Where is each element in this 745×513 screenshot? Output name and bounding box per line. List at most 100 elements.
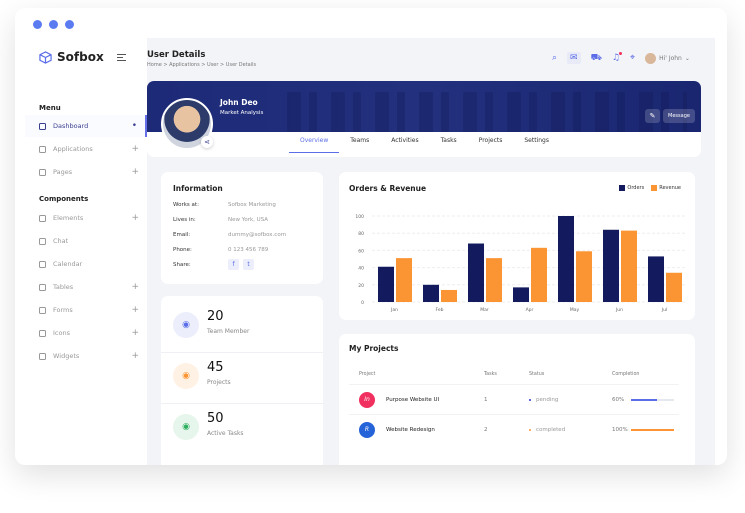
profile-role: Market Analysis: [220, 110, 264, 116]
table-row[interactable]: R Website Redesign 2 completed 100%: [349, 414, 679, 444]
breadcrumb[interactable]: Home > Applications > User > User Detail…: [147, 62, 257, 68]
cart-icon[interactable]: ⛟: [590, 52, 602, 63]
progress-fill: [631, 429, 674, 431]
y-tick-label: 60: [358, 248, 364, 254]
sidebar-item-icons[interactable]: Icons +: [25, 322, 147, 344]
tab-activities[interactable]: Activities: [391, 137, 419, 144]
user-menu[interactable]: Hi' John ⌄: [645, 52, 690, 64]
info-label: Lives in:: [173, 217, 196, 223]
information-title: Information: [173, 184, 223, 193]
share-twitter-button[interactable]: t: [243, 259, 254, 270]
sidebar-item-elements[interactable]: Elements +: [25, 207, 147, 229]
legend-item: Revenue: [651, 185, 681, 191]
brand-name: Sofbox: [57, 50, 104, 64]
page-title: User Details: [147, 50, 206, 60]
active-dot-icon: •: [131, 121, 137, 131]
projects-title: My Projects: [349, 344, 399, 353]
completion-value: 100%: [612, 427, 628, 433]
cube-logo-icon: [39, 50, 52, 64]
x-tick-label: May: [570, 307, 580, 313]
bar-revenue-apr: [531, 247, 547, 302]
project-icon: In: [359, 392, 375, 408]
avatar: [645, 52, 657, 64]
x-tick-label: Jun: [615, 307, 623, 313]
share-facebook-button[interactable]: f: [228, 259, 239, 270]
sidebar-item-dashboard[interactable]: Dashboard •: [25, 115, 147, 137]
x-tick-label: Apr: [526, 307, 534, 313]
profile-cover: [147, 81, 701, 132]
project-tasks: 2: [484, 427, 488, 433]
bar-orders-may: [558, 216, 574, 302]
sidebar-item-label: Elements: [53, 214, 84, 222]
stat-icon: ◉: [173, 414, 199, 440]
window-dot: [49, 20, 58, 29]
x-tick-label: Jan: [390, 307, 398, 313]
sidebar-item-label: Calendar: [53, 260, 83, 268]
project-name: Purpose Website UI: [386, 397, 440, 403]
message-button[interactable]: Message: [663, 109, 695, 123]
sidebar-item-calendar[interactable]: Calendar: [25, 253, 147, 275]
tab-teams[interactable]: Teams: [350, 137, 370, 144]
sidebar-item-applications[interactable]: Applications +: [25, 138, 147, 160]
column-header: Completion: [612, 372, 640, 377]
sidebar-item-chat[interactable]: Chat: [25, 230, 147, 252]
stat-value: 20: [207, 309, 224, 324]
expand-plus-icon: +: [131, 167, 139, 177]
profile-name: John Deo: [220, 98, 258, 107]
mail-icon[interactable]: ✉: [567, 52, 581, 64]
sidebar-item-forms[interactable]: Forms +: [25, 299, 147, 321]
stat-label: Projects: [207, 379, 231, 386]
column-header: Status: [529, 372, 545, 377]
brand-logo[interactable]: Sofbox: [39, 50, 104, 64]
sidebar-item-tables[interactable]: Tables +: [25, 276, 147, 298]
information-card: Information Works at: Sofbox Marketing Liv…: [161, 172, 323, 284]
x-tick-label: Feb: [436, 307, 444, 313]
sidebar-item-label: Dashboard: [53, 122, 89, 130]
progress-bar: [631, 429, 674, 431]
expand-plus-icon: +: [131, 213, 139, 223]
sidebar-item-label: Chat: [53, 237, 69, 245]
share-label: Share:: [173, 262, 191, 268]
tab-projects[interactable]: Projects: [478, 137, 503, 144]
sidebar-item-pages[interactable]: Pages +: [25, 161, 147, 183]
edit-button[interactable]: ✎: [645, 109, 660, 123]
bar-orders-jul: [648, 256, 664, 302]
stat-value: 45: [207, 360, 224, 375]
my-projects-card: My Projects Project Tasks Status Completion…: [339, 334, 695, 465]
tab-tasks[interactable]: Tasks: [440, 137, 457, 144]
info-value: Sofbox Marketing: [228, 202, 276, 208]
orders-revenue-card: Orders & Revenue Orders Revenue 0 20 40 60 80…: [339, 172, 695, 320]
tab-overview[interactable]: Overview: [289, 137, 340, 153]
status-badge: completed: [536, 427, 566, 433]
progress-bar: [631, 399, 674, 401]
hamburger-menu-icon[interactable]: [117, 54, 126, 61]
twitter-icon: t: [247, 261, 250, 268]
progress-fill: [631, 399, 657, 401]
x-tick-label: Mar: [480, 307, 489, 313]
bell-icon[interactable]: ♫: [611, 52, 622, 63]
tab-settings[interactable]: Settings: [524, 137, 549, 144]
stats-card: ◉ 20 Team Member ◉ 45 Projects ◉ 50 Active Tasks: [161, 296, 323, 465]
completion-value: 60%: [612, 397, 625, 403]
y-tick-label: 100: [355, 214, 364, 220]
table-row[interactable]: In Purpose Website UI 1 pending 60%: [349, 384, 679, 414]
expand-plus-icon: +: [131, 144, 139, 154]
bar-revenue-may: [576, 251, 592, 302]
search-icon[interactable]: ⌕: [552, 53, 558, 63]
legend-label: Revenue: [659, 185, 681, 191]
sidebar-item-label: Widgets: [53, 352, 80, 360]
share-profile-button[interactable]: ⋖: [201, 136, 213, 148]
crosshair-icon[interactable]: ⌖: [630, 53, 636, 63]
elements-icon: [39, 214, 46, 222]
stat-item: ◉ 20 Team Member: [161, 302, 323, 353]
legend-swatch: [651, 185, 658, 191]
info-label: Phone:: [173, 247, 192, 253]
column-header: Tasks: [484, 372, 497, 377]
tables-icon: [39, 283, 46, 291]
expand-plus-icon: +: [131, 328, 139, 338]
y-tick-label: 80: [358, 231, 364, 237]
sidebar-item-widgets[interactable]: Widgets +: [25, 345, 147, 367]
info-label: Works at:: [173, 202, 199, 208]
legend-item: Orders: [619, 185, 644, 191]
bar-revenue-jun: [621, 230, 637, 302]
